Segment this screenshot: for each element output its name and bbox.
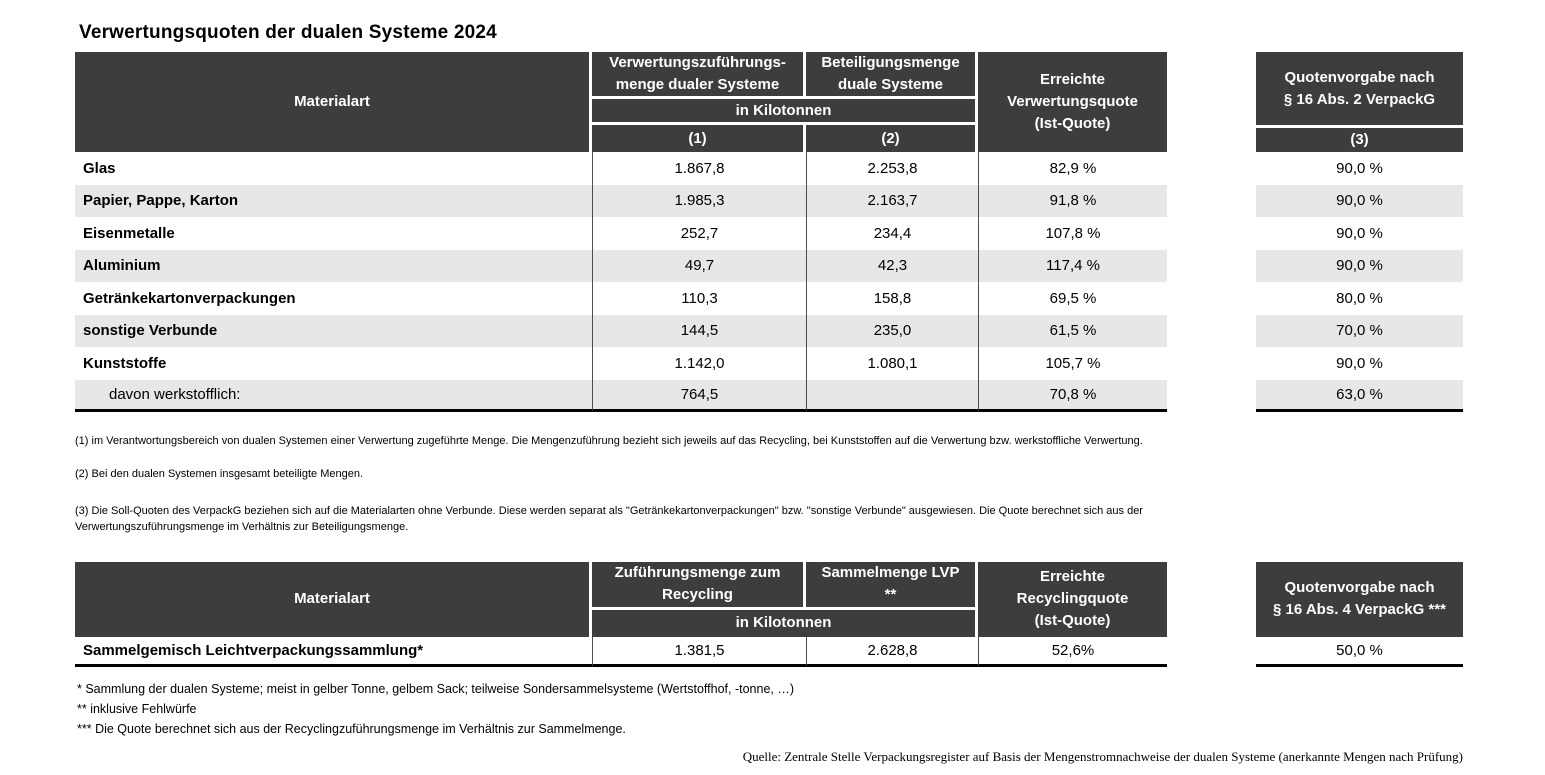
ist-quote-cell: 91,8 % bbox=[978, 184, 1167, 217]
material-cell: sonstige Verbunde bbox=[75, 314, 592, 347]
table2-header-zufuehrungsmenge: Zuführungsmenge zum Recycling bbox=[592, 561, 806, 610]
value-1-cell: 1.867,8 bbox=[592, 152, 806, 185]
table1-header-materialart: Materialart bbox=[75, 52, 592, 152]
source-line: Quelle: Zentrale Stelle Verpackungsregis… bbox=[742, 748, 1463, 764]
value-1-cell: 1.985,3 bbox=[592, 184, 806, 217]
value-1-cell: 764,5 bbox=[592, 379, 806, 412]
soll-quote-cell: 90,0 % bbox=[1336, 159, 1383, 177]
soll-quote-cell: 50,0 % bbox=[1256, 637, 1463, 667]
material-cell: Kunststoffe bbox=[83, 354, 167, 372]
soll-quote-cell: 90,0 % bbox=[1256, 184, 1463, 217]
gap-cell bbox=[1167, 314, 1256, 347]
table-row: Sammelgemisch Leichtverpackungssammlung*… bbox=[75, 636, 1545, 667]
ist-quote-cell: 82,9 % bbox=[978, 152, 1167, 185]
gap-cell bbox=[1167, 184, 1256, 217]
table1-header-quotenvorgabe: Quotenvorgabe nach § 16 Abs. 2 VerpackG bbox=[1256, 52, 1463, 125]
material-cell: Sammelgemisch Leichtverpackungssammlung* bbox=[75, 637, 592, 667]
material-cell: Aluminium bbox=[75, 249, 592, 282]
value-2-cell: 234,4 bbox=[806, 217, 978, 250]
material-cell: Glas bbox=[83, 159, 116, 177]
ist-quote-cell: 52,6% bbox=[978, 636, 1167, 667]
table2-header-materialart: Materialart bbox=[75, 561, 592, 637]
table1-header-ref3: (3) bbox=[1256, 125, 1463, 152]
table1-header-gap bbox=[1167, 52, 1256, 152]
table-row: davon werkstofflich: 764,5 70,8 % 63,0 % bbox=[75, 379, 1545, 412]
material-cell: Papier, Pappe, Karton bbox=[75, 184, 592, 217]
gap-cell bbox=[1167, 249, 1256, 282]
table1-header: Materialart Verwertungszuführungs- menge… bbox=[75, 52, 1463, 152]
table1-header-unit: in Kilotonnen bbox=[592, 99, 978, 125]
value-1-cell: 252,7 bbox=[592, 217, 806, 250]
table1-header-ist-quote: Erreichte Verwertungsquote (Ist-Quote) bbox=[978, 52, 1167, 152]
ist-quote-cell: 69,5 % bbox=[978, 282, 1167, 315]
value-2-cell: 2.163,7 bbox=[806, 184, 978, 217]
table-row: sonstige Verbunde 144,5 235,0 61,5 % 70,0 % bbox=[75, 314, 1545, 347]
soll-quote-cell: 90,0 % bbox=[1336, 354, 1383, 372]
table2-footnotes: * Sammlung der dualen Systeme; meist in … bbox=[77, 679, 1177, 739]
footnote-triple-star: *** Die Quote berechnet sich aus der Rec… bbox=[77, 721, 626, 736]
table2-header-unit: in Kilotonnen bbox=[592, 609, 978, 637]
table2-header-gap bbox=[1167, 561, 1256, 637]
footnote-star: * Sammlung der dualen Systeme; meist in … bbox=[77, 681, 794, 696]
ist-quote-cell: 107,8 % bbox=[978, 217, 1167, 250]
value-2-cell: 2.253,8 bbox=[806, 152, 978, 185]
gap-cell bbox=[1167, 152, 1256, 185]
table2-header-sammelmenge: Sammelmenge LVP ** bbox=[806, 561, 978, 610]
table1-header-verwertungszufuehrungsmenge: Verwertungszuführungs- menge dualer Syst… bbox=[592, 52, 806, 99]
material-cell: Eisenmetalle bbox=[83, 224, 175, 242]
material-cell: davon werkstofflich: bbox=[75, 379, 592, 412]
footnote-double-star: ** inklusive Fehlwürfe bbox=[77, 701, 197, 716]
value-2-cell: 235,0 bbox=[806, 314, 978, 347]
gap-cell bbox=[1167, 282, 1256, 315]
table-row: Glas 1.867,8 2.253,8 82,9 % 90,0 % bbox=[75, 152, 1545, 185]
ist-quote-cell: 117,4 % bbox=[978, 249, 1167, 282]
gap-cell bbox=[1167, 379, 1256, 412]
soll-quote-cell: 63,0 % bbox=[1256, 379, 1463, 412]
table1-body: Glas 1.867,8 2.253,8 82,9 % 90,0 % Papier, Pa… bbox=[75, 152, 1545, 412]
footnote-3: (3) Die Soll-Quoten des VerpackG beziehe… bbox=[75, 504, 1143, 533]
value-1-cell: 144,5 bbox=[592, 314, 806, 347]
table-row: Papier, Pappe, Karton 1.985,3 2.163,7 91,8 … bbox=[75, 184, 1545, 217]
gap-cell bbox=[1167, 636, 1256, 667]
value-2-cell: 2.628,8 bbox=[806, 636, 978, 667]
soll-quote-cell: 80,0 % bbox=[1336, 289, 1383, 307]
gap-cell bbox=[1167, 347, 1256, 380]
table1-header-ref2: (2) bbox=[806, 125, 978, 152]
value-1-cell: 110,3 bbox=[592, 282, 806, 315]
soll-quote-cell: 90,0 % bbox=[1336, 224, 1383, 242]
soll-quote-cell: 90,0 % bbox=[1256, 249, 1463, 282]
soll-quote-cell: 70,0 % bbox=[1256, 314, 1463, 347]
table2-header: Materialart Zuführungsmenge zum Recyclin… bbox=[75, 561, 1463, 637]
table1-header-ref1: (1) bbox=[592, 125, 806, 152]
table-row: Getränkekartonverpackungen 110,3 158,8 69,5… bbox=[75, 282, 1545, 315]
footnote-1: (1) im Verantwortungsbereich von dualen … bbox=[75, 435, 1143, 447]
ist-quote-cell: 70,8 % bbox=[978, 379, 1167, 412]
table2-header-recyclingquote: Erreichte Recyclingquote (Ist-Quote) bbox=[978, 561, 1167, 637]
value-2-cell: 42,3 bbox=[806, 249, 978, 282]
value-2-cell: 158,8 bbox=[806, 282, 978, 315]
table2-body: Sammelgemisch Leichtverpackungssammlung*… bbox=[75, 636, 1545, 667]
table-row: Kunststoffe 1.142,0 1.080,1 105,7 % 90,0 % bbox=[75, 347, 1545, 380]
value-2-cell bbox=[806, 379, 978, 412]
value-1-cell: 1.381,5 bbox=[592, 636, 806, 667]
footnote-2: (2) Bei den dualen Systemen insgesamt be… bbox=[75, 467, 364, 480]
material-cell: Getränkekartonverpackungen bbox=[83, 289, 296, 307]
ist-quote-cell: 105,7 % bbox=[978, 347, 1167, 380]
ist-quote-cell: 61,5 % bbox=[978, 314, 1167, 347]
value-2-cell: 1.080,1 bbox=[806, 347, 978, 380]
table2-header-quotenvorgabe: Quotenvorgabe nach § 16 Abs. 4 VerpackG … bbox=[1256, 561, 1463, 637]
value-1-cell: 1.142,0 bbox=[592, 347, 806, 380]
page-title: Verwertungsquoten der dualen Systeme 202… bbox=[79, 22, 497, 43]
value-1-cell: 49,7 bbox=[592, 249, 806, 282]
table-row: Aluminium 49,7 42,3 117,4 % 90,0 % bbox=[75, 249, 1545, 282]
table-row: Eisenmetalle 252,7 234,4 107,8 % 90,0 % bbox=[75, 217, 1545, 250]
table1-header-beteiligungsmenge: Beteiligungsmenge duale Systeme bbox=[806, 52, 978, 99]
gap-cell bbox=[1167, 217, 1256, 250]
